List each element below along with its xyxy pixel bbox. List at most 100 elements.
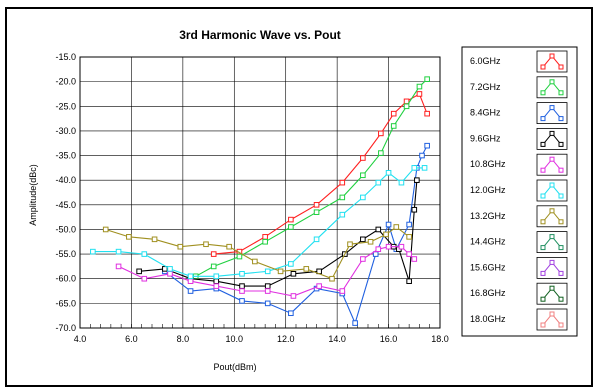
data-point bbox=[136, 268, 142, 275]
data-point bbox=[424, 110, 430, 117]
legend-swatch-marker bbox=[549, 285, 555, 291]
data-point bbox=[390, 110, 397, 117]
x-tick-label: 8.0 bbox=[177, 334, 190, 344]
data-point bbox=[398, 179, 405, 186]
legend-swatch-marker bbox=[558, 296, 564, 302]
data-point bbox=[187, 273, 194, 280]
x-tick-label: 4.0 bbox=[74, 334, 87, 344]
data-point bbox=[398, 243, 405, 250]
y-tick-label: -65.0 bbox=[55, 298, 76, 308]
legend-swatch-marker bbox=[549, 259, 555, 265]
data-point bbox=[411, 206, 418, 213]
data-point bbox=[393, 224, 400, 230]
data-point bbox=[406, 278, 412, 284]
data-point bbox=[213, 278, 220, 284]
legend-swatch-marker bbox=[558, 141, 564, 147]
legend-entry: 10.8GHz bbox=[470, 153, 568, 176]
chart-title: 3rd Harmonic Wave vs. Pout bbox=[179, 28, 341, 42]
series-6.0GHz bbox=[210, 91, 430, 257]
legend-swatch-marker bbox=[540, 64, 546, 70]
y-tick-label: -50.0 bbox=[55, 224, 76, 234]
legend-swatch-marker bbox=[540, 270, 546, 276]
legend-entry: 18.0GHz bbox=[470, 308, 568, 331]
data-point bbox=[375, 179, 382, 186]
data-point bbox=[288, 261, 294, 267]
legend-label: 15.6GHz bbox=[470, 262, 506, 272]
data-point bbox=[115, 263, 122, 270]
data-point bbox=[411, 256, 418, 262]
data-point bbox=[424, 76, 430, 82]
legend-entry: 15.6GHz bbox=[470, 256, 568, 279]
data-point bbox=[239, 271, 245, 277]
legend-swatch-marker bbox=[549, 130, 555, 136]
series-line bbox=[118, 246, 415, 297]
legend-swatch-marker bbox=[558, 193, 564, 199]
legend-swatch-marker bbox=[558, 90, 564, 96]
legend-swatch-marker bbox=[549, 156, 555, 162]
data-point bbox=[360, 194, 366, 201]
data-point bbox=[264, 268, 271, 275]
legend-swatch-marker bbox=[540, 296, 546, 302]
y-tick-label: -40.0 bbox=[55, 175, 76, 185]
data-point bbox=[403, 103, 410, 110]
data-point bbox=[416, 91, 423, 97]
data-point bbox=[167, 266, 173, 272]
legend-swatch-marker bbox=[549, 53, 555, 59]
data-point bbox=[378, 150, 384, 156]
data-point bbox=[316, 283, 322, 289]
data-point bbox=[385, 243, 392, 250]
legend-label: 14.4GHz bbox=[470, 237, 506, 247]
data-point bbox=[203, 241, 209, 248]
y-tick-label: -15.0 bbox=[55, 52, 76, 62]
data-point bbox=[414, 177, 420, 183]
data-point bbox=[290, 271, 297, 277]
data-point bbox=[102, 226, 109, 233]
legend-swatch-marker bbox=[558, 219, 564, 225]
data-point bbox=[236, 253, 243, 260]
legend-swatch-marker bbox=[558, 64, 564, 70]
legend-label: 8.4GHz bbox=[470, 108, 501, 118]
legend-entry: 7.2GHz bbox=[470, 76, 568, 99]
legend-swatch-marker bbox=[558, 167, 564, 173]
y-tick-label: -55.0 bbox=[55, 249, 76, 259]
data-point bbox=[288, 224, 294, 230]
x-tick-label: 18.0 bbox=[431, 334, 449, 344]
data-point bbox=[339, 288, 346, 294]
legend-swatch-marker bbox=[540, 90, 546, 96]
data-point bbox=[339, 179, 346, 186]
series-line bbox=[92, 167, 425, 277]
data-point bbox=[226, 243, 232, 250]
legend-label: 13.2GHz bbox=[470, 211, 506, 221]
data-point bbox=[262, 238, 268, 245]
data-point bbox=[90, 248, 96, 255]
data-point bbox=[264, 288, 271, 294]
data-point bbox=[303, 266, 310, 272]
data-point bbox=[313, 236, 320, 243]
data-point bbox=[424, 142, 430, 149]
series-line bbox=[139, 180, 418, 287]
legend-label: 18.0GHz bbox=[470, 314, 506, 324]
data-point bbox=[277, 268, 284, 275]
legend-entry: 16.8GHz bbox=[470, 282, 568, 305]
data-point bbox=[360, 155, 366, 161]
x-tick-label: 16.0 bbox=[380, 334, 398, 344]
series-line bbox=[164, 145, 428, 325]
y-tick-label: -70.0 bbox=[55, 323, 76, 333]
data-point bbox=[187, 278, 194, 284]
data-point bbox=[339, 194, 346, 201]
data-point bbox=[213, 283, 220, 289]
y-tick-label: -30.0 bbox=[55, 126, 76, 136]
legend-swatch-marker bbox=[540, 245, 546, 251]
legend-entry: 9.6GHz bbox=[470, 127, 568, 150]
series-10.8GHz bbox=[115, 243, 418, 299]
data-point bbox=[288, 216, 294, 223]
data-point bbox=[252, 258, 258, 265]
data-point bbox=[360, 236, 366, 243]
data-point bbox=[390, 123, 397, 129]
data-point bbox=[313, 202, 320, 208]
y-axis-label: Amplitude(dBc) bbox=[28, 164, 38, 226]
data-point bbox=[187, 288, 194, 294]
y-tick-label: -45.0 bbox=[55, 200, 76, 210]
legend-swatch-marker bbox=[558, 322, 564, 328]
